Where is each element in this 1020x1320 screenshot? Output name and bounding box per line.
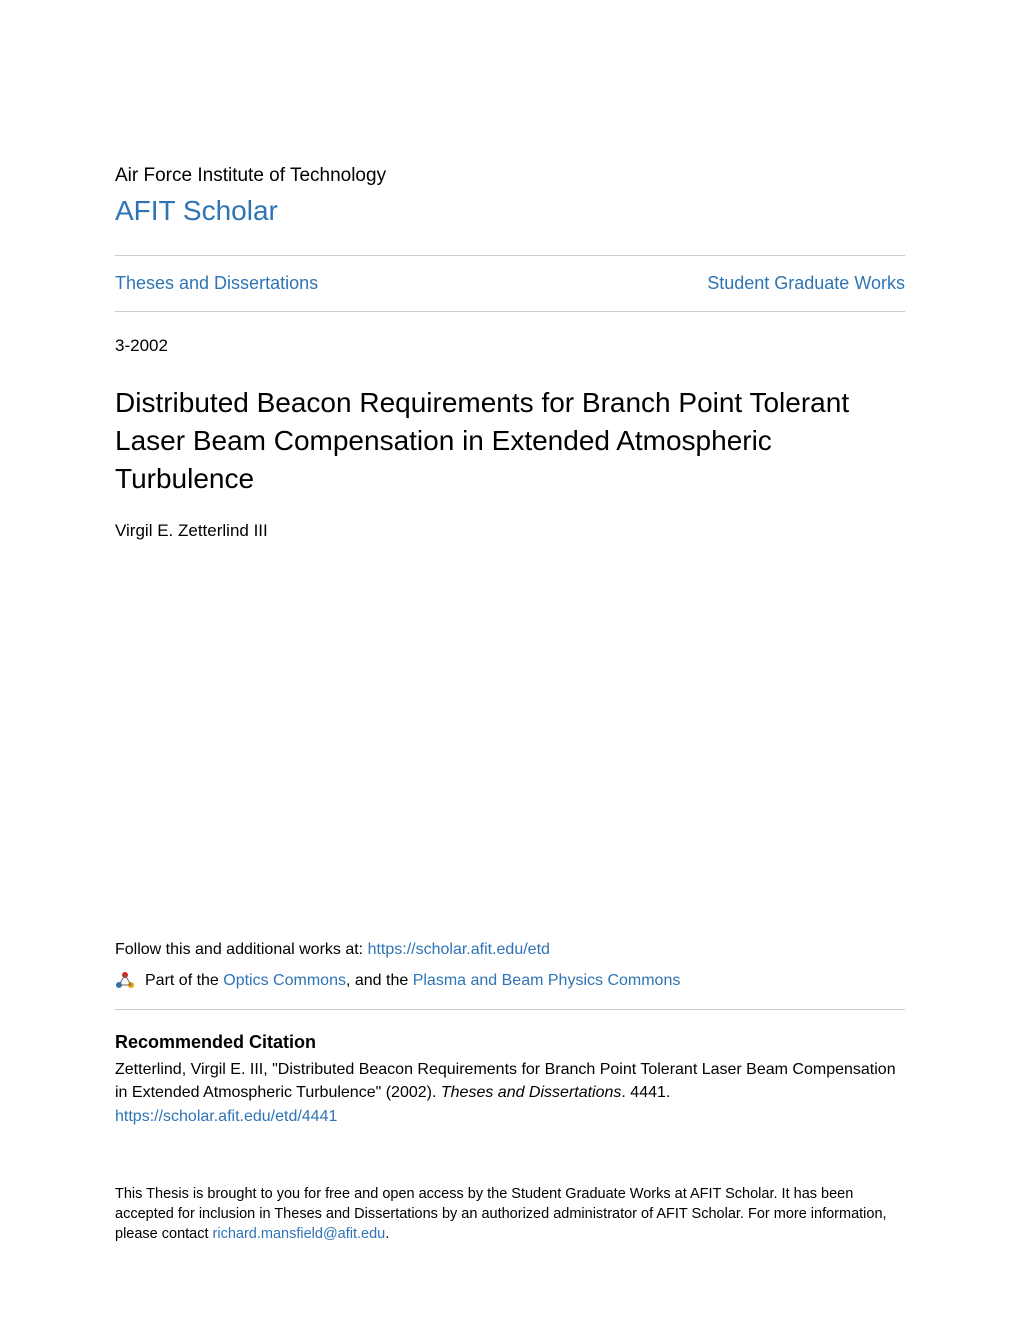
citation-italic: Theses and Dissertations bbox=[441, 1084, 622, 1101]
divider-citation bbox=[115, 1009, 905, 1010]
footer-text: This Thesis is brought to you for free a… bbox=[115, 1184, 905, 1245]
citation-part2: . 4441. bbox=[621, 1084, 670, 1101]
commons-link-2[interactable]: Plasma and Beam Physics Commons bbox=[413, 972, 681, 989]
citation-url-link[interactable]: https://scholar.afit.edu/etd/4441 bbox=[115, 1106, 905, 1128]
commons-line: Part of the Optics Commons, and the Plas… bbox=[115, 971, 905, 991]
network-section: Follow this and additional works at: htt… bbox=[115, 941, 905, 991]
footer-email-link[interactable]: richard.mansfield@afit.edu bbox=[213, 1226, 386, 1242]
commons-text: Part of the Optics Commons, and the Plas… bbox=[145, 972, 680, 990]
institution-name: Air Force Institute of Technology bbox=[115, 165, 905, 187]
nav-row: Theses and Dissertations Student Graduat… bbox=[115, 256, 905, 311]
footer-part2: . bbox=[385, 1226, 389, 1242]
follow-prefix: Follow this and additional works at: bbox=[115, 941, 368, 958]
follow-url-link[interactable]: https://scholar.afit.edu/etd bbox=[368, 941, 550, 958]
repository-name: AFIT Scholar bbox=[115, 195, 905, 227]
citation-text: Zetterlind, Virgil E. III, "Distributed … bbox=[115, 1059, 905, 1128]
follow-text: Follow this and additional works at: htt… bbox=[115, 941, 905, 959]
nav-student-works-link[interactable]: Student Graduate Works bbox=[707, 273, 905, 294]
part-prefix: Part of the bbox=[145, 972, 223, 989]
citation-section: Recommended Citation Zetterlind, Virgil … bbox=[115, 1032, 905, 1128]
citation-heading: Recommended Citation bbox=[115, 1032, 905, 1053]
divider-bottom bbox=[115, 311, 905, 312]
commons-link-1[interactable]: Optics Commons bbox=[223, 972, 346, 989]
repository-link[interactable]: AFIT Scholar bbox=[115, 195, 278, 226]
commons-separator: , and the bbox=[346, 972, 413, 989]
nav-theses-link[interactable]: Theses and Dissertations bbox=[115, 273, 318, 294]
network-icon bbox=[115, 971, 135, 991]
publication-date: 3-2002 bbox=[115, 336, 905, 356]
document-title: Distributed Beacon Requirements for Bran… bbox=[115, 384, 905, 497]
author-name: Virgil E. Zetterlind III bbox=[115, 521, 905, 541]
